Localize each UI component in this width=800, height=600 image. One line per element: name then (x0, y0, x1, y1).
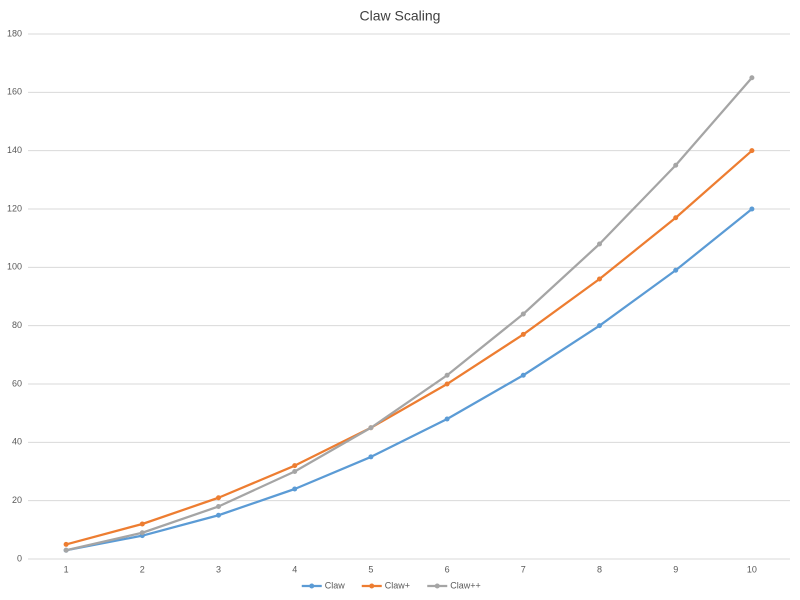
point-marker (520, 331, 526, 337)
point-marker (597, 323, 602, 329)
chart-title: Claw Scaling (360, 8, 441, 24)
legend-label: Claw++ (450, 580, 481, 590)
y-tick-label: 180 (7, 28, 22, 38)
y-tick-label: 0 (17, 553, 22, 563)
x-tick-label: 5 (368, 564, 373, 574)
point-marker (520, 372, 526, 378)
y-tick-label: 60 (12, 378, 22, 388)
series-line (65, 149, 753, 546)
point-marker (749, 206, 755, 212)
point-marker (216, 504, 221, 509)
y-tick-label: 120 (7, 203, 22, 213)
point-marker (444, 381, 450, 387)
x-tick-label: 3 (216, 564, 221, 574)
legend-label: Claw+ (385, 580, 410, 590)
x-tick-label: 4 (292, 564, 297, 574)
x-tick-label: 2 (140, 564, 145, 574)
point-marker (139, 521, 145, 527)
point-marker (673, 215, 679, 221)
point-marker (749, 75, 755, 81)
point-marker (444, 416, 450, 422)
point-marker (63, 547, 69, 553)
legend-marker (369, 583, 375, 589)
legend-marker (434, 583, 440, 589)
point-marker (368, 454, 374, 460)
y-tick-label: 80 (12, 320, 22, 330)
point-marker (368, 425, 374, 431)
point-marker (216, 495, 221, 501)
point-marker (292, 486, 298, 492)
x-tick-label: 9 (673, 564, 678, 574)
legend-label: Claw (325, 580, 346, 590)
point-marker (292, 463, 298, 469)
y-tick-label: 20 (12, 495, 22, 505)
point-marker (597, 276, 602, 282)
y-tick-label: 100 (7, 262, 22, 272)
point-marker (749, 148, 755, 154)
y-tick-label: 140 (7, 145, 22, 155)
point-marker (139, 530, 145, 536)
point-marker (673, 267, 679, 273)
point-marker (444, 372, 450, 378)
point-marker (673, 162, 679, 168)
point-marker (292, 469, 298, 474)
x-tick-label: 1 (64, 564, 69, 574)
point-marker (216, 512, 221, 518)
point-marker (63, 541, 69, 547)
x-tick-label: 10 (747, 564, 757, 574)
legend-marker (309, 583, 315, 589)
x-tick-label: 8 (597, 564, 602, 574)
x-tick-label: 6 (445, 564, 450, 574)
x-tick-label: 7 (521, 564, 526, 574)
series-line (65, 77, 753, 552)
y-tick-label: 40 (12, 437, 22, 447)
y-tick-label: 160 (7, 87, 22, 97)
point-marker (597, 241, 602, 247)
series-line (65, 208, 753, 552)
point-marker (520, 311, 526, 317)
